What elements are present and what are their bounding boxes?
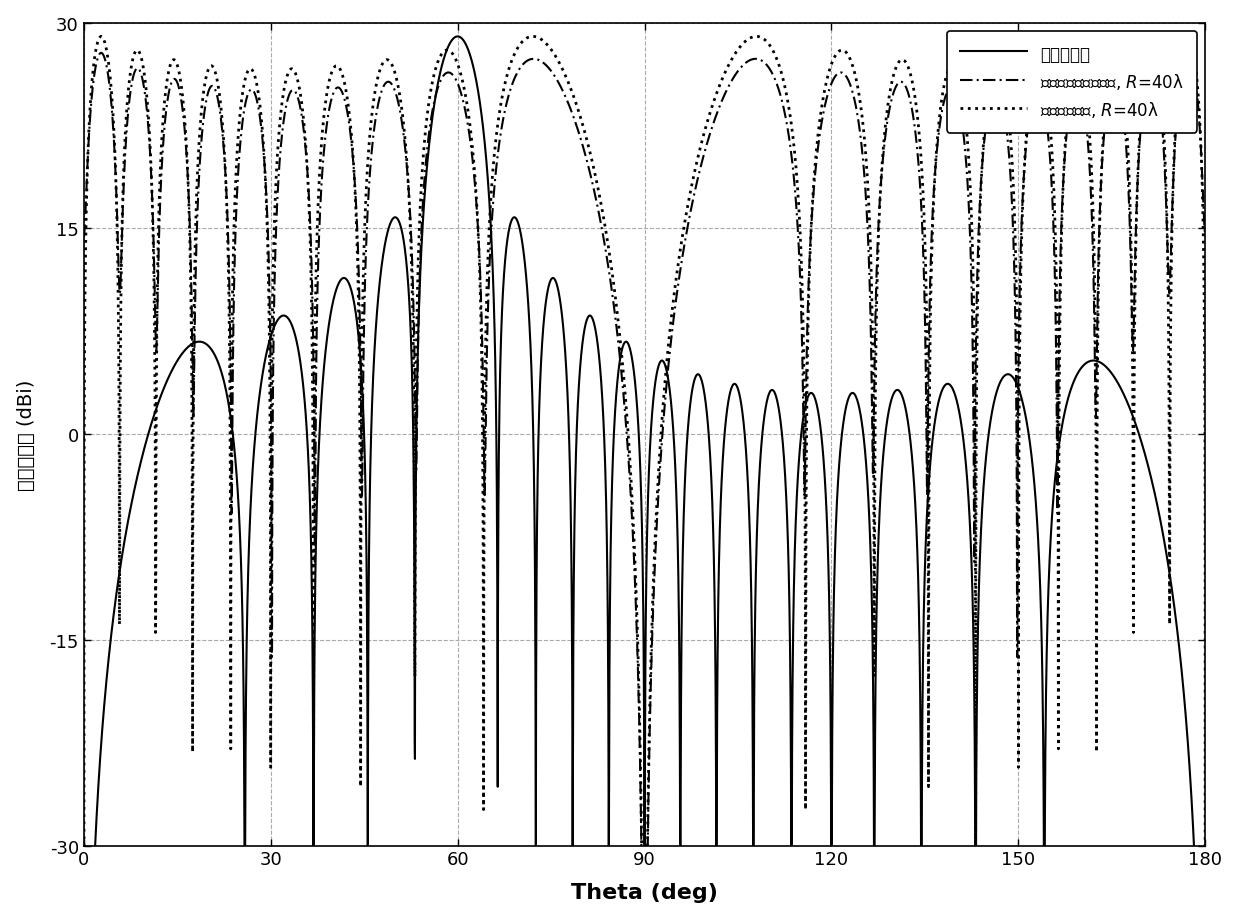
Line: 本方案方向图, $R$=40λ: 本方案方向图, $R$=40λ xyxy=(84,38,1206,919)
近场直接测量方向图, $R$=40λ xyxy=(750,54,764,65)
近场直接测量方向图, $R$=40λ xyxy=(999,123,1014,134)
远场方向图 xyxy=(913,789,928,800)
Y-axis label: 方向性系数 (dBi): 方向性系数 (dBi) xyxy=(16,379,36,490)
近场直接测量方向图, $R$=40λ xyxy=(94,49,109,60)
远场方向图 xyxy=(999,369,1014,380)
本方案方向图, $R$=40λ xyxy=(504,54,519,65)
远场方向图 xyxy=(750,538,764,549)
近场直接测量方向图, $R$=40λ xyxy=(280,95,295,106)
远场方向图 xyxy=(450,32,465,43)
本方案方向图, $R$=40λ xyxy=(750,32,764,43)
近场直接测量方向图, $R$=40λ xyxy=(506,79,520,90)
X-axis label: Theta (deg): Theta (deg) xyxy=(571,882,717,902)
远场方向图 xyxy=(280,312,295,323)
近场直接测量方向图, $R$=40λ xyxy=(77,233,92,244)
本方案方向图, $R$=40λ xyxy=(913,151,928,162)
本方案方向图, $R$=40λ xyxy=(999,91,1014,102)
远场方向图 xyxy=(506,214,520,225)
本方案方向图, $R$=40λ xyxy=(280,70,295,81)
Line: 远场方向图: 远场方向图 xyxy=(84,38,1206,919)
近场直接测量方向图, $R$=40λ xyxy=(913,199,928,210)
本方案方向图, $R$=40λ xyxy=(525,32,540,43)
远场方向图 xyxy=(805,390,820,401)
本方案方向图, $R$=40λ xyxy=(805,183,820,194)
近场直接测量方向图, $R$=40λ xyxy=(807,187,821,198)
近场直接测量方向图, $R$=40λ xyxy=(1198,233,1213,244)
Legend: 远场方向图, 近场直接测量方向图, $R$=40λ, 本方案方向图, $R$=40λ: 远场方向图, 近场直接测量方向图, $R$=40λ, 本方案方向图, $R$=4… xyxy=(947,32,1197,133)
Line: 近场直接测量方向图, $R$=40λ: 近场直接测量方向图, $R$=40λ xyxy=(84,54,1206,919)
